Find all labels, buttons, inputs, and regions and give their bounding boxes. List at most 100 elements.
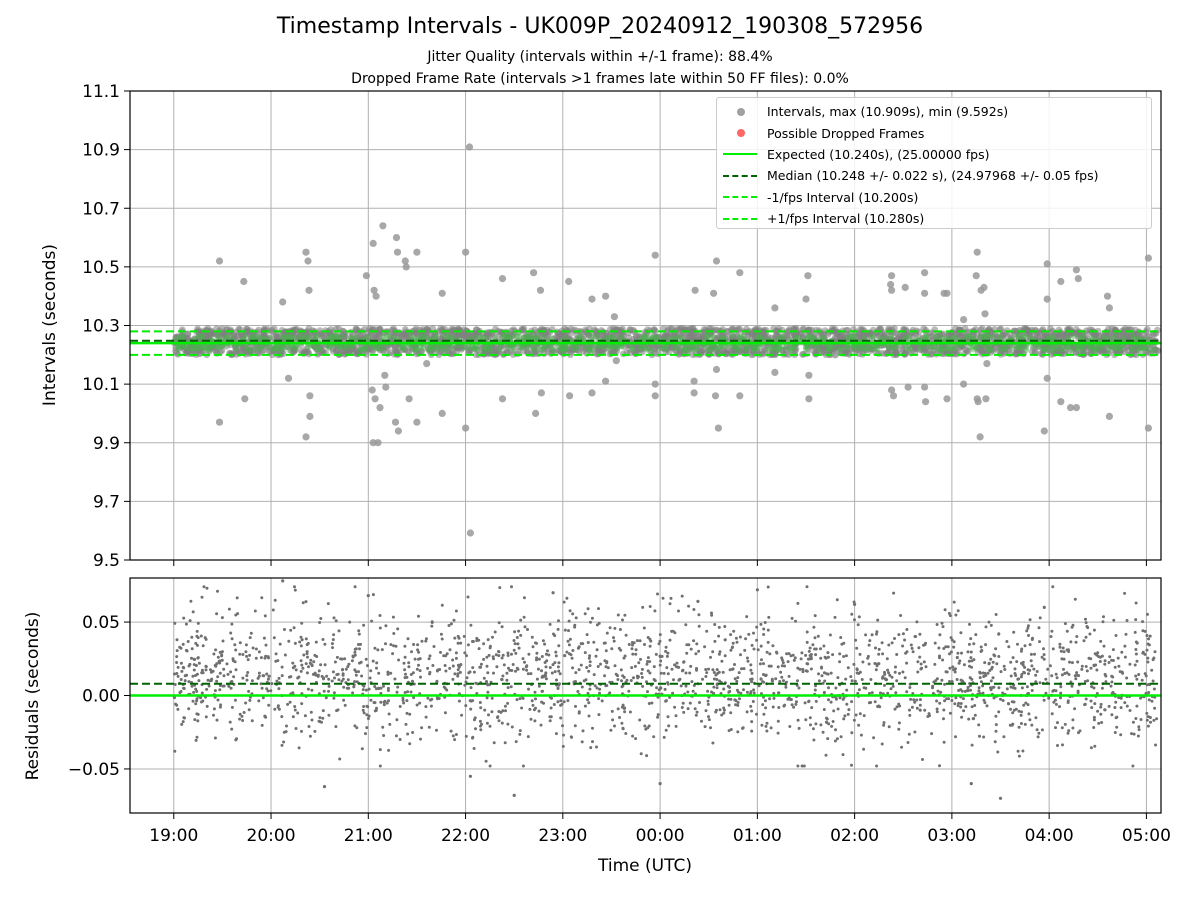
residual-point <box>1012 630 1016 634</box>
residual-point <box>416 648 420 652</box>
residual-point <box>314 640 318 644</box>
residual-point <box>733 677 737 681</box>
residual-point <box>454 609 458 613</box>
residual-point <box>536 667 540 671</box>
residual-point <box>389 643 393 647</box>
residual-point <box>823 655 827 659</box>
residual-point <box>1035 670 1039 673</box>
residual-point <box>918 698 922 702</box>
residual-point <box>1017 754 1021 758</box>
interval-point <box>435 351 443 359</box>
residual-point <box>407 665 411 669</box>
residual-point <box>238 717 242 721</box>
residual-point <box>791 653 795 657</box>
interval-point <box>905 347 913 355</box>
residual-point <box>323 663 327 667</box>
interval-point <box>916 345 923 352</box>
interval-outlier-point <box>831 351 839 359</box>
residual-point <box>812 625 816 629</box>
residual-point <box>909 643 913 647</box>
residual-point <box>994 647 998 651</box>
residual-point <box>711 650 715 654</box>
residual-point <box>205 687 209 691</box>
residual-point <box>216 675 220 679</box>
residual-point <box>565 650 569 654</box>
residual-point <box>894 665 897 669</box>
residual-point <box>750 671 754 675</box>
interval-point <box>357 346 364 353</box>
interval-outlier-point <box>438 289 446 297</box>
interval-outlier-point <box>690 389 698 397</box>
residual-point <box>1092 715 1096 719</box>
residual-point <box>419 737 422 741</box>
residual-point <box>979 645 983 649</box>
residual-point <box>766 585 770 589</box>
residual-point <box>1026 626 1030 630</box>
residual-point <box>731 645 734 649</box>
residual-point <box>762 633 766 636</box>
residual-point <box>1100 721 1104 724</box>
residual-point <box>977 686 981 690</box>
residual-point <box>735 640 739 644</box>
residual-point <box>344 667 348 671</box>
residual-point <box>215 718 219 722</box>
residual-point <box>689 664 693 668</box>
residual-point <box>192 690 196 694</box>
residual-point <box>404 722 408 726</box>
interval-outlier-point <box>304 257 312 265</box>
residual-point <box>200 691 204 695</box>
residual-point <box>1104 680 1108 684</box>
residual-point <box>985 704 989 708</box>
residual-point <box>356 643 360 646</box>
residual-point <box>695 710 699 714</box>
residual-point <box>513 630 517 634</box>
residual-point <box>306 655 309 659</box>
residual-point <box>511 663 515 666</box>
residual-point <box>1029 652 1033 656</box>
residual-point <box>1092 628 1096 632</box>
residual-point <box>287 675 291 679</box>
residual-point <box>850 700 854 704</box>
interval-point <box>642 345 649 352</box>
residual-point <box>723 654 727 658</box>
residual-point <box>897 633 901 637</box>
residual-point <box>968 622 971 626</box>
residual-point <box>853 679 857 683</box>
residual-point <box>894 691 898 695</box>
residual-point <box>180 669 184 673</box>
residual-point <box>640 672 644 675</box>
residual-point <box>357 632 361 636</box>
residual-point <box>378 626 382 630</box>
residual-point <box>838 660 842 664</box>
residual-point <box>1147 691 1151 694</box>
residual-point <box>1009 674 1013 678</box>
residual-point <box>804 653 808 657</box>
interval-point <box>729 332 736 339</box>
residual-point <box>182 616 186 620</box>
interval-outlier-point <box>710 289 718 297</box>
interval-outlier-point <box>921 383 929 391</box>
residual-point <box>194 738 198 742</box>
residual-point <box>529 672 533 676</box>
residual-point <box>1113 731 1117 734</box>
interval-point <box>742 347 750 355</box>
residual-point <box>1050 674 1054 678</box>
interval-point <box>609 343 616 350</box>
residual-point <box>384 624 388 628</box>
residual-point <box>202 585 206 589</box>
residual-point <box>304 637 308 641</box>
residual-point <box>1025 629 1029 633</box>
interval-outlier-point <box>602 377 610 385</box>
residual-point <box>516 642 520 646</box>
residual-point <box>1103 662 1107 666</box>
residual-point <box>1054 702 1058 706</box>
residual-point <box>900 745 904 749</box>
residual-point <box>1140 678 1144 682</box>
residual-point <box>1109 684 1113 688</box>
interval-outlier-point <box>405 395 413 403</box>
interval-point <box>540 333 547 340</box>
residual-point <box>309 658 313 662</box>
interval-outlier-point <box>981 310 989 318</box>
y-tick-label: 10.7 <box>82 199 120 219</box>
interval-point <box>316 327 324 334</box>
